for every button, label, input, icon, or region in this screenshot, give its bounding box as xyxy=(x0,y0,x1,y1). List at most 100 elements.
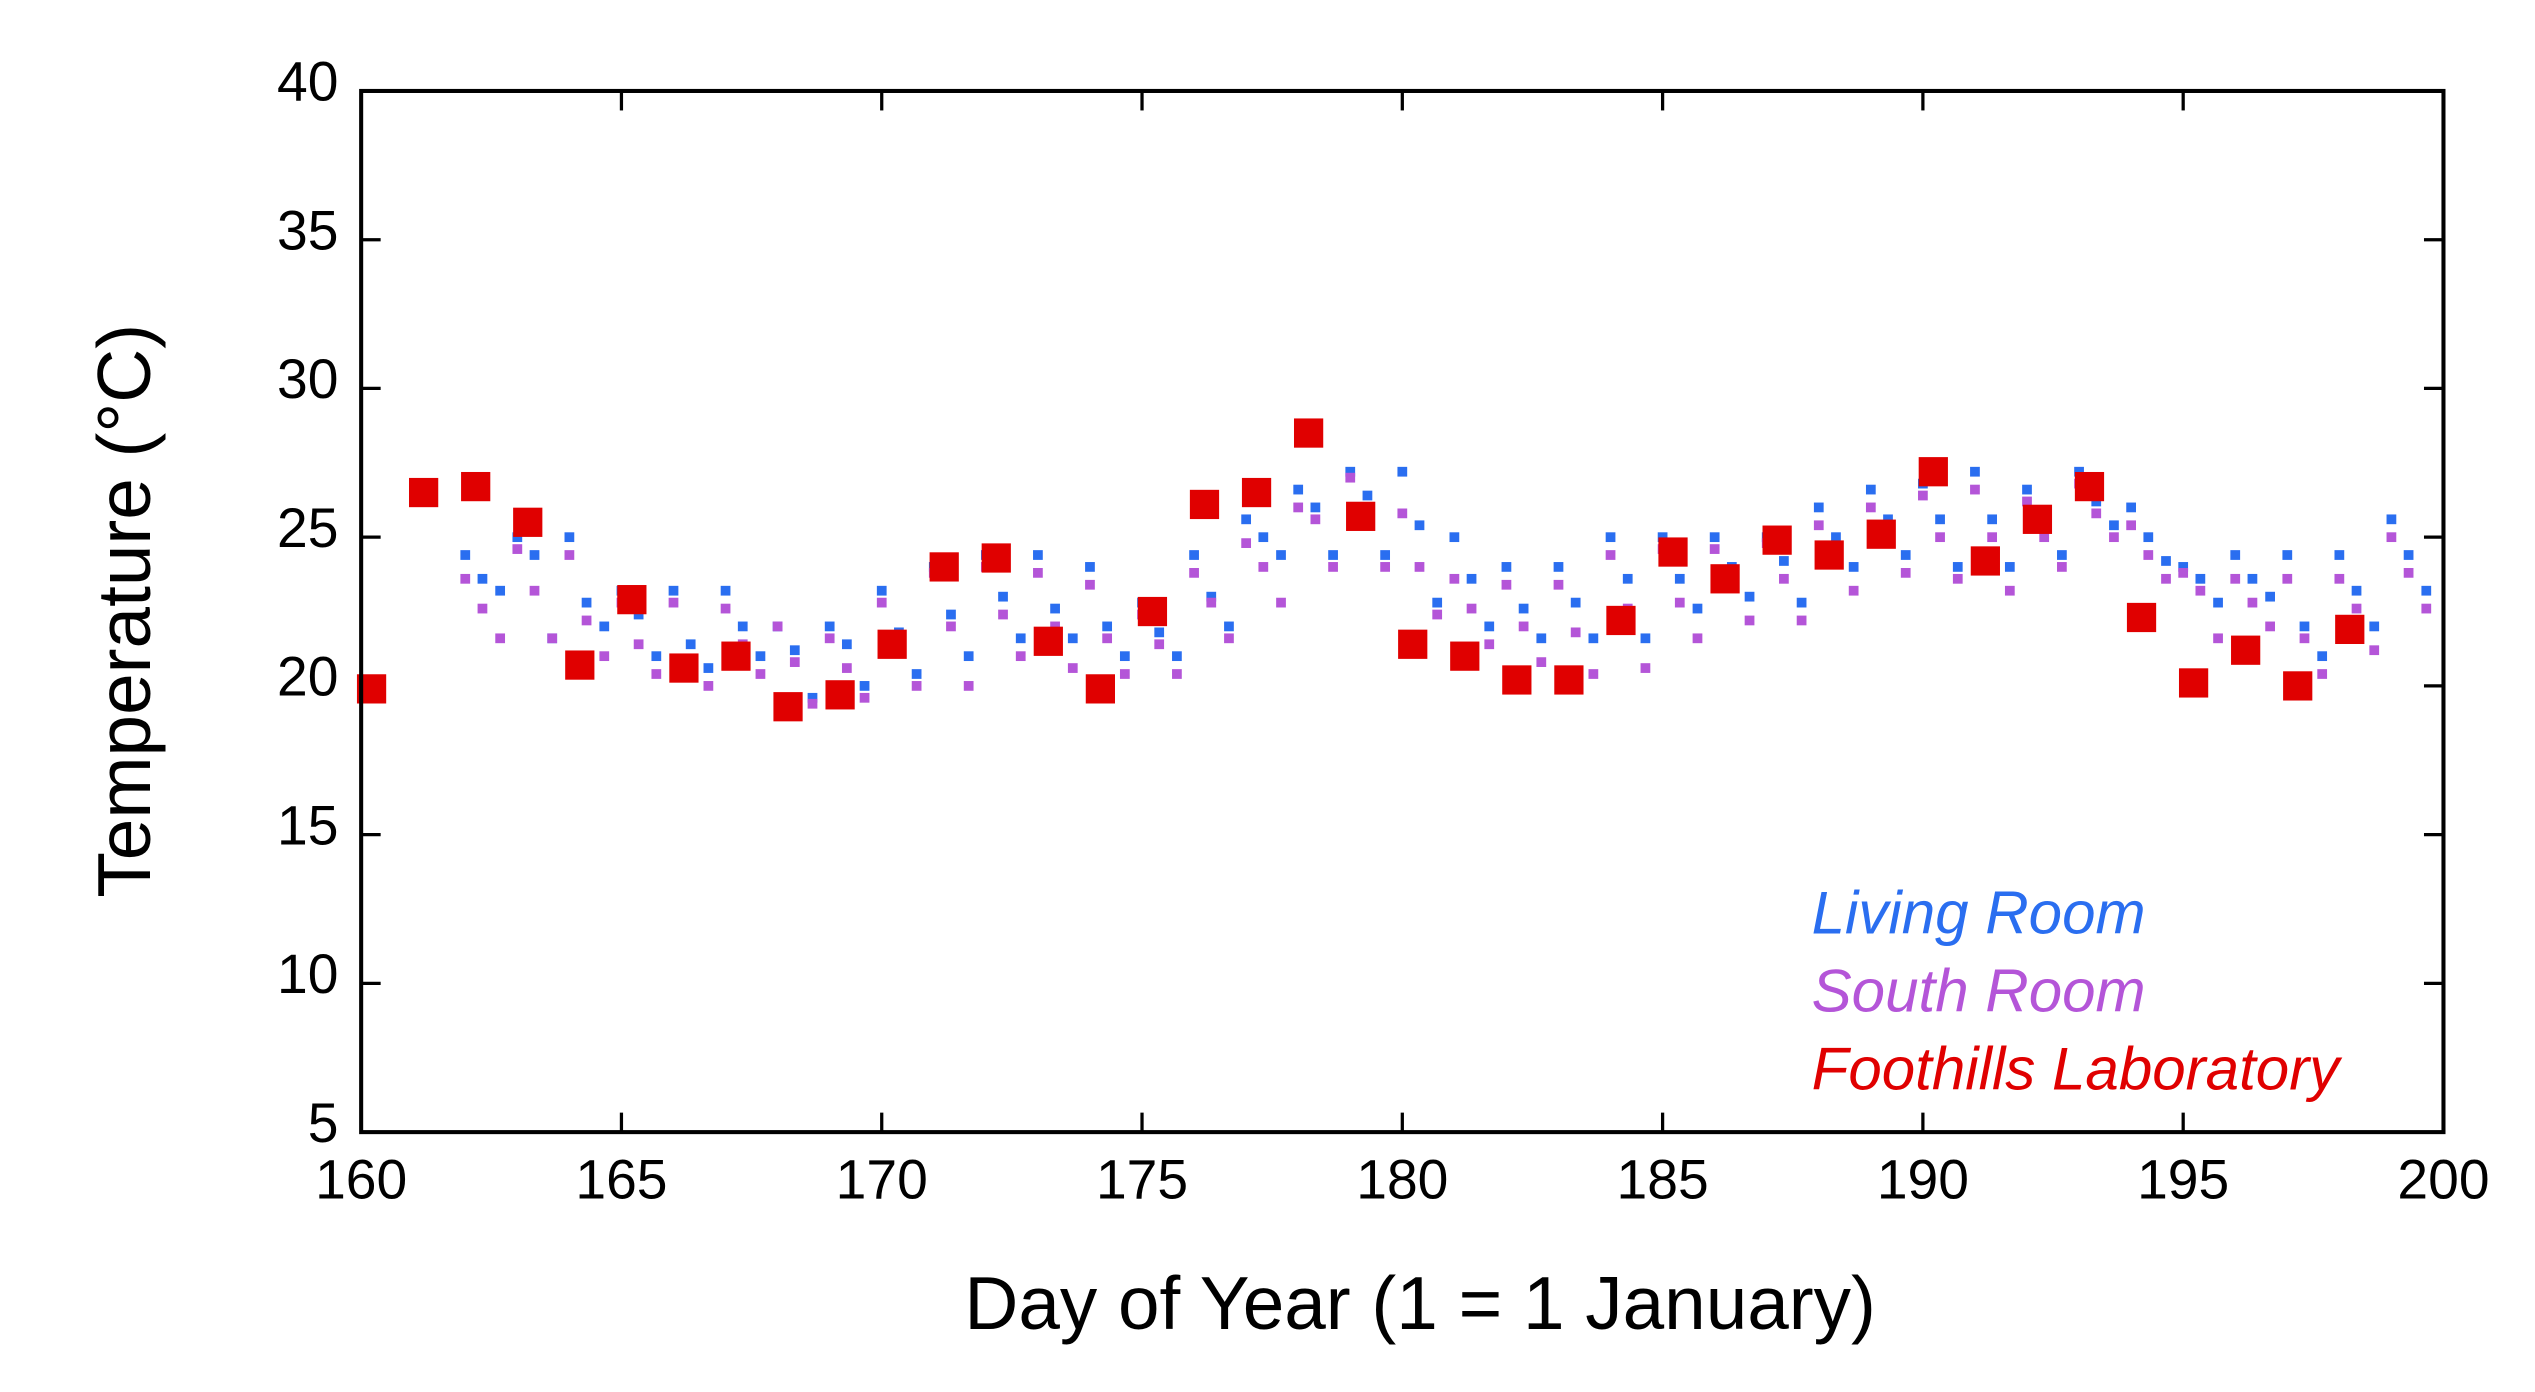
data-point xyxy=(1466,603,1477,614)
data-point xyxy=(1900,550,1911,560)
data-point xyxy=(2126,520,2136,531)
data-point xyxy=(1588,633,1599,644)
data-point xyxy=(651,669,662,679)
data-point xyxy=(1015,651,1026,662)
data-point xyxy=(2195,585,2206,596)
x-axis-label: Day of Year (1 = 1 January) xyxy=(964,1261,1876,1345)
data-point xyxy=(1050,603,1060,614)
data-point xyxy=(1501,579,1512,590)
x-tick-label: 165 xyxy=(575,1149,667,1211)
data-point xyxy=(1709,544,1720,554)
data-point xyxy=(1189,567,1199,578)
data-point xyxy=(1067,663,1078,673)
data-point xyxy=(981,543,1011,573)
data-point xyxy=(2282,550,2293,560)
data-point xyxy=(789,645,800,656)
data-point xyxy=(772,621,783,632)
data-point xyxy=(1085,674,1115,704)
data-point xyxy=(1779,573,1789,584)
data-point xyxy=(807,698,818,709)
data-point xyxy=(2283,671,2313,701)
data-point xyxy=(1414,520,1425,531)
data-point xyxy=(1588,669,1599,679)
data-point xyxy=(1085,562,1095,572)
data-point xyxy=(1883,514,1893,525)
legend-label: Living Room xyxy=(1812,880,2146,947)
data-point xyxy=(1658,537,1688,567)
data-point xyxy=(2074,471,2105,502)
data-point xyxy=(789,657,800,667)
data-point xyxy=(1605,550,1616,560)
data-point xyxy=(2091,496,2102,507)
data-point xyxy=(1779,556,1789,566)
data-point xyxy=(1380,562,1391,572)
data-point xyxy=(1553,562,1564,572)
data-point xyxy=(2022,496,2032,507)
data-point xyxy=(1484,639,1495,650)
data-point xyxy=(2403,567,2414,578)
data-point xyxy=(1450,641,1480,671)
data-point xyxy=(1345,472,1356,483)
data-point xyxy=(1328,550,1338,560)
data-point xyxy=(807,692,818,703)
data-point xyxy=(1709,532,1720,543)
data-point xyxy=(1119,669,1130,679)
data-point xyxy=(2317,669,2328,679)
y-axis-label: Temperature (°C) xyxy=(82,324,166,898)
data-point xyxy=(2039,532,2050,543)
data-point xyxy=(703,681,714,691)
data-point xyxy=(1814,540,1844,570)
data-point xyxy=(564,550,575,560)
legend-label: Foothills Laboratory xyxy=(1812,1036,2344,1103)
data-point xyxy=(2109,520,2119,531)
data-point xyxy=(2230,573,2241,584)
data-point xyxy=(2403,550,2414,560)
data-point xyxy=(2334,573,2345,584)
data-point xyxy=(2421,603,2432,614)
data-point xyxy=(963,651,974,662)
data-point xyxy=(1276,597,1286,608)
data-point xyxy=(1674,573,1685,584)
data-point xyxy=(1900,567,1911,578)
data-point xyxy=(1085,579,1095,590)
data-point xyxy=(1606,605,1636,636)
data-point xyxy=(2057,562,2067,572)
data-point xyxy=(2265,621,2275,632)
data-point xyxy=(841,663,852,673)
data-point xyxy=(1710,564,1740,594)
data-point xyxy=(1987,532,1998,543)
data-point xyxy=(651,651,662,662)
data-point xyxy=(529,585,540,596)
data-point xyxy=(841,639,852,650)
data-point xyxy=(1293,502,1304,513)
data-point xyxy=(1258,562,1269,572)
data-point xyxy=(773,692,803,722)
data-point xyxy=(1554,665,1584,695)
data-point xyxy=(1466,573,1477,584)
data-point xyxy=(1970,484,1980,495)
data-point xyxy=(2022,504,2053,534)
data-point xyxy=(1501,562,1512,572)
y-tick-label: 10 xyxy=(277,943,338,1005)
data-point xyxy=(581,597,592,608)
data-point xyxy=(946,621,956,632)
data-point xyxy=(1398,629,1428,659)
data-point xyxy=(1848,562,1859,572)
data-point xyxy=(1744,615,1755,626)
data-point xyxy=(1033,567,1043,578)
data-point xyxy=(617,585,647,615)
x-tick-label: 170 xyxy=(836,1149,928,1211)
data-point xyxy=(1033,550,1043,560)
x-tick-label: 200 xyxy=(2397,1149,2489,1211)
x-tick-label: 185 xyxy=(1617,1149,1709,1211)
data-point xyxy=(1102,633,1113,644)
data-point xyxy=(825,680,855,710)
data-point xyxy=(2143,532,2154,543)
data-point xyxy=(512,532,523,543)
data-point xyxy=(1484,621,1495,632)
data-point xyxy=(668,597,679,608)
data-point xyxy=(2178,567,2189,578)
data-point xyxy=(2334,550,2345,560)
